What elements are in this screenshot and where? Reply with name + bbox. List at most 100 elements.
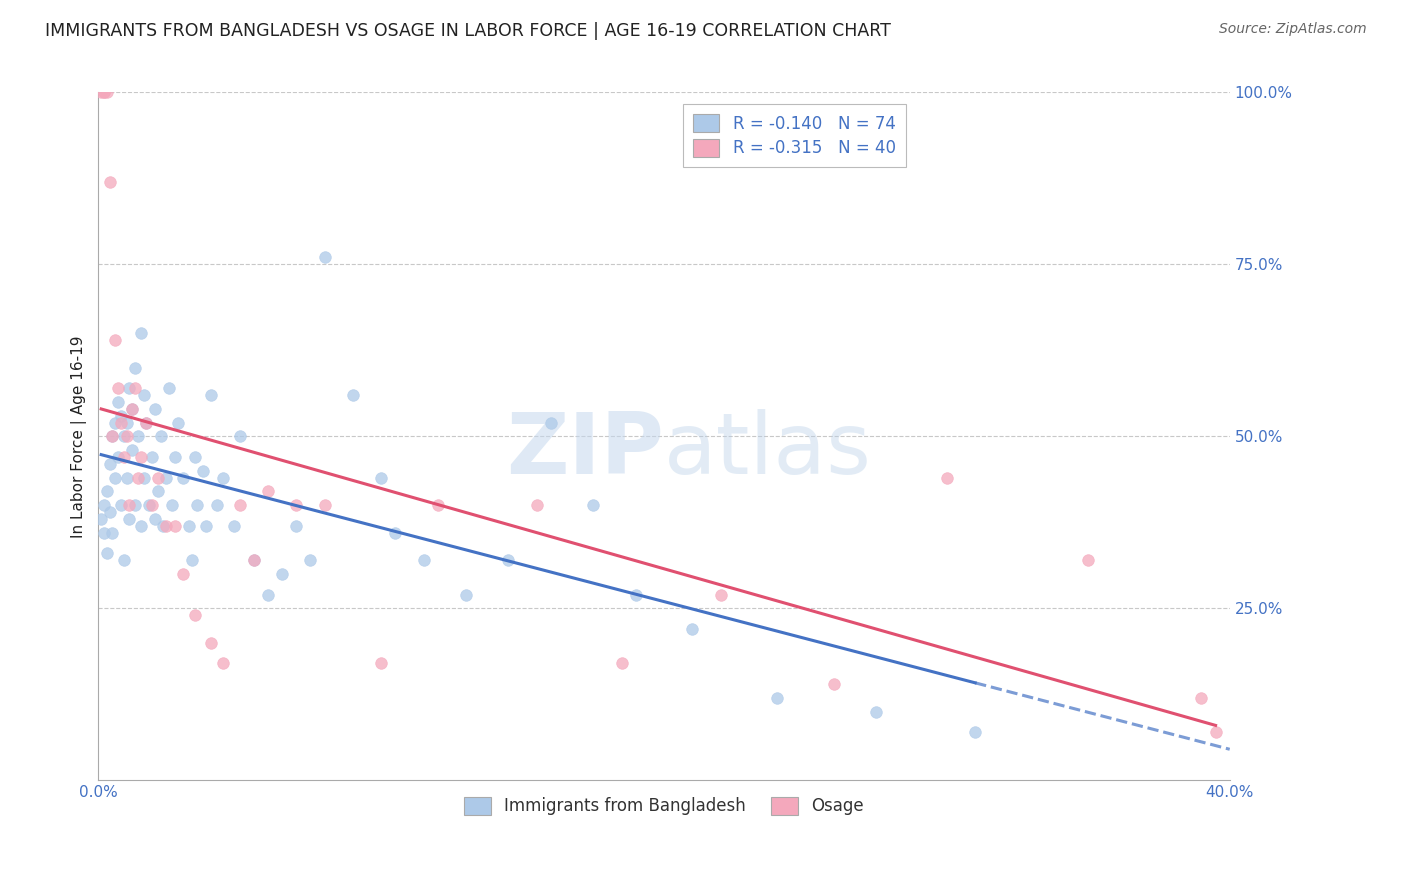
- Point: [121, 401, 143, 416]
- Point: [124, 360, 146, 375]
- Point: [93, 525, 115, 540]
- Point: [132, 388, 155, 402]
- Point: [681, 622, 703, 636]
- Point: [98, 457, 121, 471]
- Point: [96, 546, 118, 560]
- Point: [101, 525, 124, 540]
- Point: [257, 484, 280, 499]
- Point: [93, 86, 115, 100]
- Point: [180, 553, 202, 567]
- Point: [96, 86, 118, 100]
- Point: [229, 498, 252, 512]
- Point: [138, 498, 160, 512]
- Point: [101, 429, 124, 443]
- Point: [101, 429, 124, 443]
- Point: [384, 525, 406, 540]
- Point: [426, 498, 449, 512]
- Point: [90, 512, 112, 526]
- Point: [229, 429, 252, 443]
- Point: [935, 470, 957, 484]
- Point: [121, 443, 143, 458]
- Point: [110, 409, 132, 423]
- Point: [205, 498, 228, 512]
- Text: Source: ZipAtlas.com: Source: ZipAtlas.com: [1219, 22, 1367, 37]
- Point: [370, 657, 392, 671]
- Point: [104, 333, 127, 347]
- Point: [342, 388, 364, 402]
- Point: [107, 395, 129, 409]
- Point: [98, 175, 121, 189]
- Point: [200, 636, 222, 650]
- Point: [177, 518, 200, 533]
- Point: [118, 498, 141, 512]
- Point: [149, 429, 172, 443]
- Point: [211, 470, 233, 484]
- Point: [540, 416, 562, 430]
- Point: [172, 470, 194, 484]
- Point: [141, 498, 163, 512]
- Point: [314, 498, 336, 512]
- Point: [132, 470, 155, 484]
- Point: [865, 705, 887, 719]
- Point: [129, 450, 152, 464]
- Point: [93, 498, 115, 512]
- Point: [157, 381, 180, 395]
- Point: [1191, 690, 1213, 705]
- Point: [191, 464, 214, 478]
- Point: [271, 566, 294, 581]
- Point: [710, 588, 733, 602]
- Text: ZIP: ZIP: [506, 409, 664, 491]
- Point: [110, 416, 132, 430]
- Text: IMMIGRANTS FROM BANGLADESH VS OSAGE IN LABOR FORCE | AGE 16-19 CORRELATION CHART: IMMIGRANTS FROM BANGLADESH VS OSAGE IN L…: [45, 22, 891, 40]
- Point: [155, 518, 177, 533]
- Point: [115, 470, 138, 484]
- Point: [96, 484, 118, 499]
- Point: [412, 553, 434, 567]
- Point: [107, 381, 129, 395]
- Point: [454, 588, 477, 602]
- Point: [104, 416, 127, 430]
- Point: [135, 416, 157, 430]
- Point: [112, 553, 135, 567]
- Point: [143, 401, 166, 416]
- Point: [110, 498, 132, 512]
- Point: [160, 498, 183, 512]
- Point: [118, 381, 141, 395]
- Point: [285, 518, 308, 533]
- Point: [115, 429, 138, 443]
- Point: [112, 429, 135, 443]
- Point: [183, 608, 205, 623]
- Point: [172, 566, 194, 581]
- Point: [823, 677, 845, 691]
- Point: [127, 429, 149, 443]
- Legend: Immigrants from Bangladesh, Osage: Immigrants from Bangladesh, Osage: [456, 789, 872, 823]
- Text: atlas: atlas: [664, 409, 872, 491]
- Point: [314, 251, 336, 265]
- Point: [610, 657, 633, 671]
- Point: [127, 470, 149, 484]
- Point: [582, 498, 605, 512]
- Point: [257, 588, 280, 602]
- Point: [98, 505, 121, 519]
- Point: [965, 725, 987, 739]
- Point: [624, 588, 647, 602]
- Point: [243, 553, 266, 567]
- Point: [1077, 553, 1099, 567]
- Point: [135, 416, 157, 430]
- Point: [766, 690, 789, 705]
- Point: [107, 450, 129, 464]
- Point: [1205, 725, 1227, 739]
- Point: [104, 470, 127, 484]
- Point: [299, 553, 322, 567]
- Point: [141, 450, 163, 464]
- Point: [146, 484, 169, 499]
- Point: [129, 326, 152, 340]
- Point: [112, 450, 135, 464]
- Point: [152, 518, 174, 533]
- Point: [498, 553, 520, 567]
- Point: [200, 388, 222, 402]
- Point: [146, 470, 169, 484]
- Point: [224, 518, 246, 533]
- Point: [124, 498, 146, 512]
- Point: [155, 470, 177, 484]
